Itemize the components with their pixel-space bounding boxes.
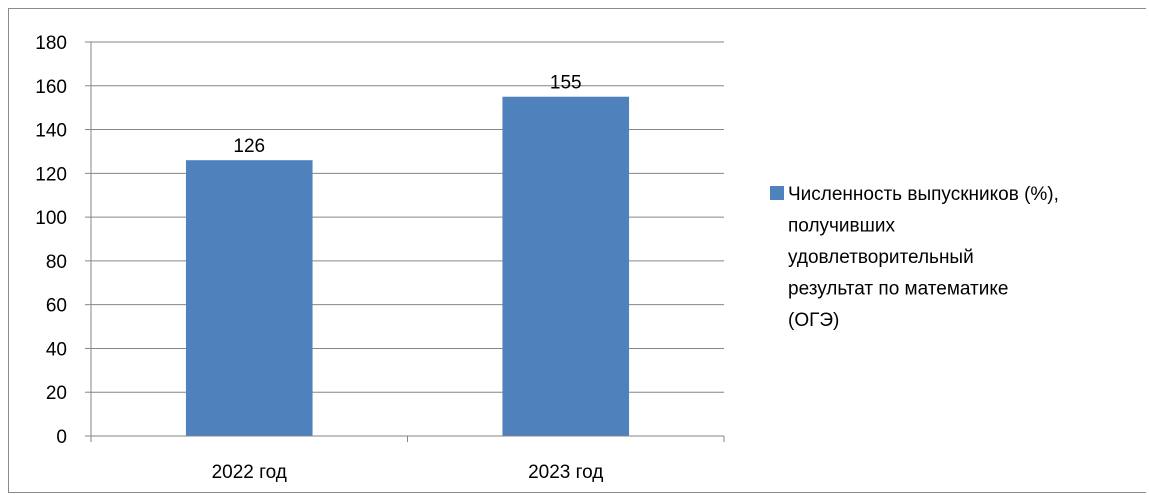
y-tick-label: 140: [35, 121, 67, 142]
bars-layer: [185, 96, 630, 436]
x-tick-label: 2022 год: [212, 462, 287, 483]
legend-label-line: результат по математике: [788, 279, 1008, 300]
y-tick-label: 160: [35, 77, 67, 98]
legend-label-line: Численность выпускников (%),: [788, 184, 1059, 205]
data-label: 155: [550, 73, 582, 94]
y-tick-label: 100: [35, 208, 67, 229]
data-label: 126: [233, 136, 265, 157]
y-tick-label: 80: [46, 252, 67, 273]
axis-layer: [85, 41, 725, 442]
y-tick-label: 20: [46, 383, 67, 404]
y-tick-label: 180: [35, 33, 67, 54]
legend-label-line: получивших: [788, 216, 895, 237]
legend-label-line: (ОГЭ): [788, 310, 839, 331]
bar: [502, 96, 630, 436]
x-tick-label: 2023 год: [528, 462, 603, 483]
y-tick-label: 40: [46, 339, 67, 360]
y-tick-label: 0: [56, 427, 67, 448]
legend-label-line: удовлетворительный: [788, 247, 974, 268]
y-tick-label: 120: [35, 164, 67, 185]
labels-layer: 0 20 40 60 80 100 120 140 160 180 126 2022 год 155 20…: [35, 33, 603, 483]
bar: [185, 160, 313, 436]
legend-swatch: [770, 186, 784, 200]
legend: Численность выпускников (%), получивших уд…: [770, 184, 1059, 331]
y-tick-label: 60: [46, 296, 67, 317]
